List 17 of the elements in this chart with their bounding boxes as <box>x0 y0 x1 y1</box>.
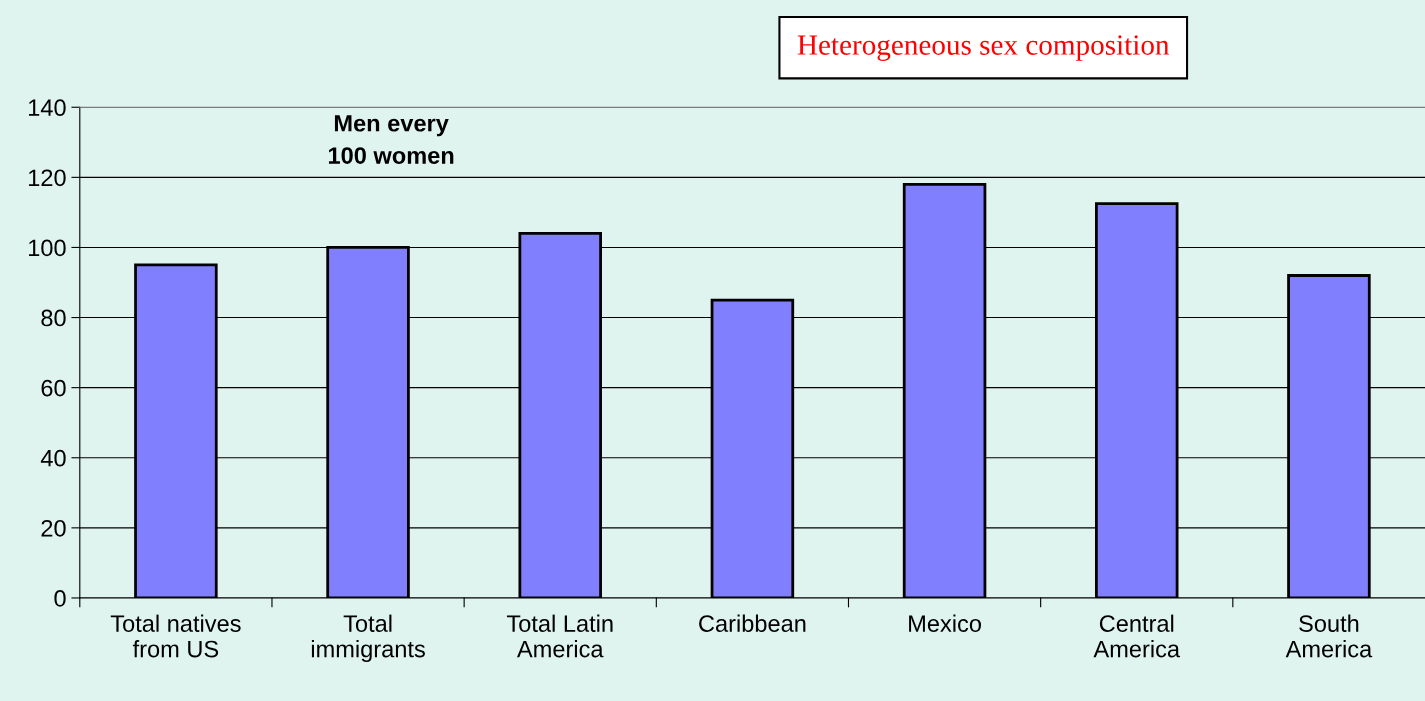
y-tick-label: 120 <box>29 169 66 187</box>
x-tick-label: Total natives from US <box>110 614 241 658</box>
y-tick-label: 140 <box>29 99 66 117</box>
x-tick-label: Central America <box>1093 614 1181 658</box>
x-tick-label: Total Latin America <box>506 614 613 658</box>
x-tick-label: Total immigrants <box>311 614 425 663</box>
x-tick-label: Mexico <box>909 614 981 632</box>
y-tick-label: 100 <box>29 239 66 257</box>
x-tick-label: South America <box>1285 614 1373 658</box>
y-tick-label: 80 <box>41 309 66 327</box>
y-tick-label: 0 <box>54 590 66 607</box>
y-tick-label: 60 <box>41 379 66 397</box>
y-tick-label: 20 <box>41 519 66 537</box>
y-tick-label: 40 <box>40 449 66 467</box>
chart-title: Heterogeneous sex composition <box>797 35 1170 61</box>
annotation: Men every 100 women <box>328 115 454 164</box>
x-tick-label: Caribbean <box>699 614 806 632</box>
